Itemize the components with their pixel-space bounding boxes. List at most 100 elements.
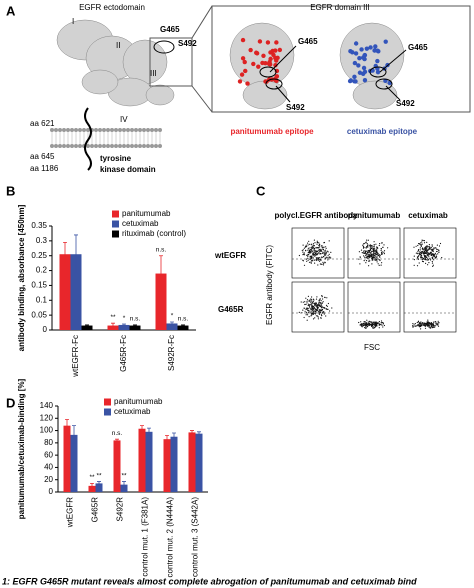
residue-label: G465 xyxy=(160,25,180,34)
epitope-atom xyxy=(352,74,357,80)
facs-event xyxy=(374,324,376,326)
facs-event xyxy=(302,244,304,246)
significance-label: ** xyxy=(121,472,127,479)
epitope-atom xyxy=(375,48,380,53)
facs-event xyxy=(421,247,424,249)
facs-event xyxy=(373,244,375,246)
facs-event xyxy=(311,256,313,258)
facs-event xyxy=(323,262,325,264)
facs-event xyxy=(428,256,430,258)
facs-event xyxy=(373,323,375,325)
facs-event xyxy=(314,302,317,304)
bar xyxy=(70,254,82,330)
epitope-label: panitumumab epitope xyxy=(230,127,314,136)
facs-event xyxy=(363,255,365,257)
lipid-head xyxy=(138,128,142,132)
lipid-head xyxy=(122,128,126,132)
facs-event xyxy=(322,312,324,314)
facs-event xyxy=(363,251,365,253)
facs-event xyxy=(303,307,305,309)
facs-event xyxy=(369,246,371,248)
facs-event xyxy=(318,242,320,244)
facs-event xyxy=(312,311,314,313)
facs-event xyxy=(413,255,415,257)
epitope-atom xyxy=(352,60,358,66)
facs-event xyxy=(306,308,308,310)
facs-event xyxy=(429,248,431,250)
facs-event xyxy=(362,244,364,246)
facs-event xyxy=(314,317,316,319)
facs-event xyxy=(302,259,304,261)
facs-event xyxy=(414,323,416,325)
legend-label: panitumumab xyxy=(122,209,171,218)
facs-event xyxy=(316,243,318,245)
facs-event xyxy=(312,253,315,255)
bar xyxy=(59,254,71,330)
facs-event xyxy=(417,324,419,326)
facs-event xyxy=(428,244,430,246)
facs-event xyxy=(417,244,419,247)
facs-event xyxy=(321,302,323,304)
facs-event xyxy=(373,252,375,254)
epitope-atom xyxy=(375,69,381,75)
facs-event xyxy=(432,250,434,253)
facs-event xyxy=(417,253,419,255)
facs-event xyxy=(304,301,306,303)
y-tick-label: 0.2 xyxy=(36,266,48,275)
facs-event xyxy=(441,257,443,259)
facs-event xyxy=(314,254,316,256)
facs-event xyxy=(427,254,429,256)
facs-event xyxy=(313,312,315,314)
facs-event xyxy=(415,325,417,327)
facs-event xyxy=(323,242,325,244)
facs-event xyxy=(319,243,321,245)
facs-event xyxy=(424,247,426,249)
facs-event xyxy=(360,321,362,323)
facs-event xyxy=(358,258,360,260)
lipid-head xyxy=(58,144,62,148)
facs-event xyxy=(437,324,439,326)
facs-event xyxy=(427,246,429,248)
facs-event xyxy=(367,258,369,260)
y-tick-label: 20 xyxy=(44,475,53,484)
facs-event xyxy=(326,297,328,299)
facs-event xyxy=(319,249,321,252)
epitope-atom xyxy=(356,63,361,68)
facs-event xyxy=(312,308,314,310)
facs-event xyxy=(318,304,320,306)
x-tick-label: wtEGFR xyxy=(66,497,75,528)
lipid-head xyxy=(126,128,130,132)
error-bar xyxy=(90,483,94,489)
facs-event xyxy=(380,264,382,266)
facs-event xyxy=(311,309,313,311)
facs-event xyxy=(309,258,311,261)
error-bar xyxy=(197,431,201,436)
facs-event xyxy=(320,305,322,307)
domain-label: II xyxy=(116,41,120,50)
epitope-atom xyxy=(383,39,388,44)
facs-event xyxy=(315,315,317,317)
facs-event xyxy=(312,318,315,320)
pointer xyxy=(385,85,401,101)
facs-event xyxy=(420,254,422,256)
facs-event xyxy=(305,308,307,310)
facs-event xyxy=(363,242,365,245)
facs-event xyxy=(312,313,315,315)
facs-event xyxy=(362,245,364,247)
facs-event xyxy=(412,326,414,328)
facs-event xyxy=(310,251,312,253)
facs-event xyxy=(311,251,313,253)
legend-swatch xyxy=(104,398,111,406)
x-tick-label: S492R xyxy=(116,497,125,522)
facs-event xyxy=(370,321,372,323)
x-tick-label: G465R-Fc xyxy=(119,335,128,372)
facs-event xyxy=(311,314,313,316)
facs-event xyxy=(433,247,435,249)
facs-event xyxy=(373,327,376,329)
pointer xyxy=(379,49,407,73)
bar xyxy=(120,484,128,492)
facs-event xyxy=(326,257,328,259)
facs-event xyxy=(434,252,436,254)
facs-event xyxy=(308,253,310,256)
facs-event xyxy=(421,259,423,261)
